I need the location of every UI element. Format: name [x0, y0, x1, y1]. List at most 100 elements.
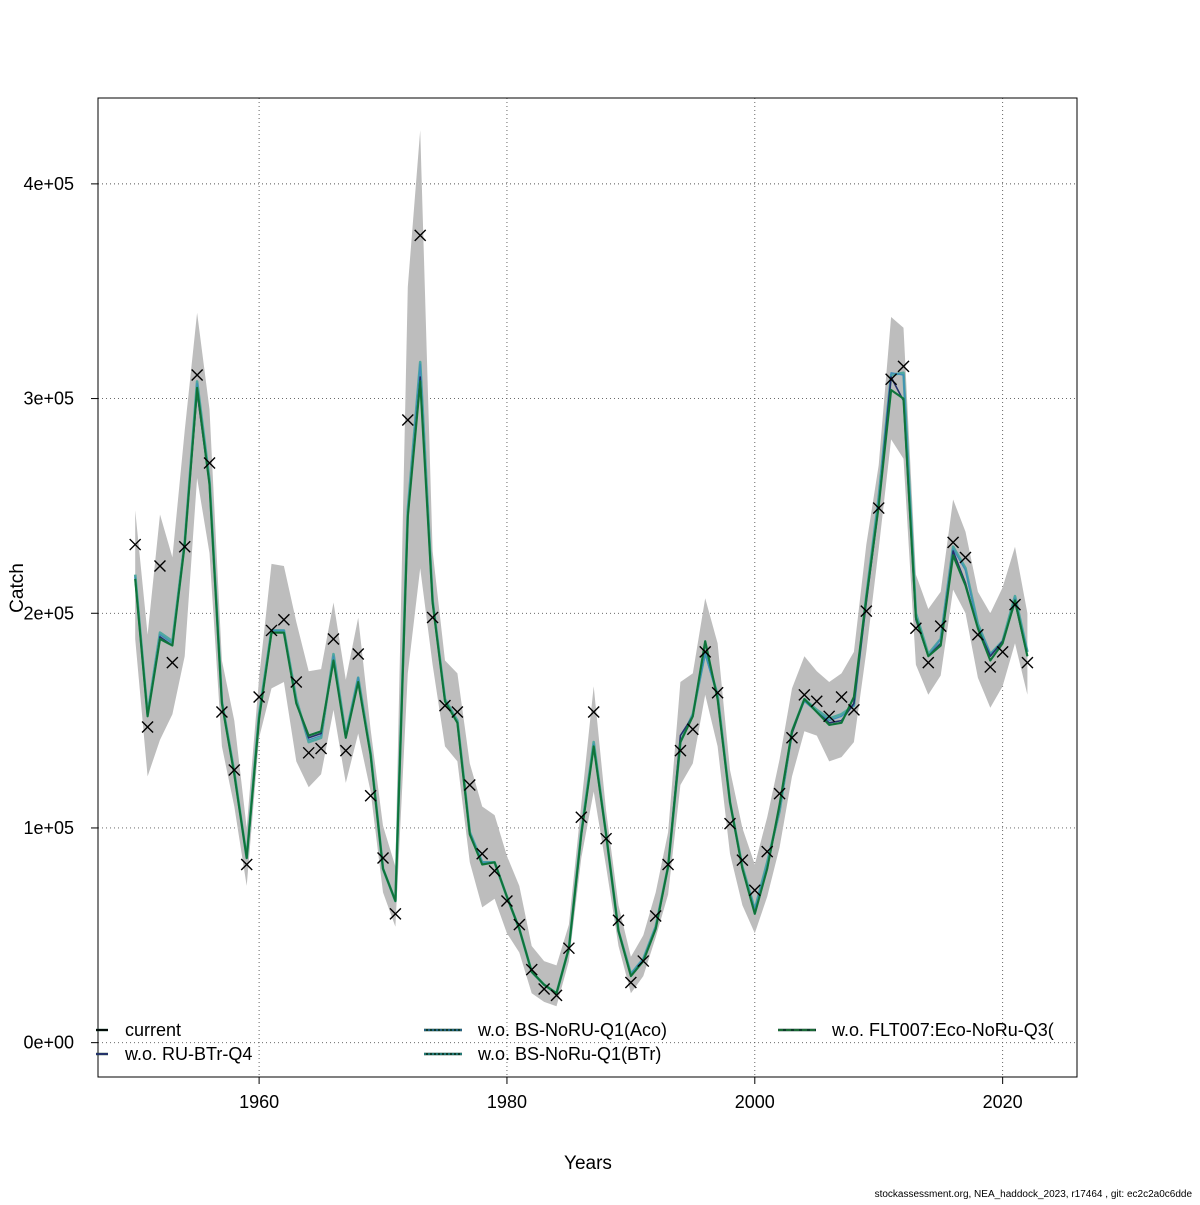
- observed-point: [141, 721, 154, 734]
- observed-point: [761, 845, 774, 858]
- observed-point: [587, 706, 600, 719]
- observed-point: [451, 706, 464, 719]
- observed-point: [897, 360, 910, 373]
- observed-point: [240, 858, 253, 871]
- observed-point: [674, 744, 687, 757]
- x-tick-label: 1960: [239, 1092, 279, 1112]
- observed-point: [1009, 598, 1022, 611]
- observed-point: [909, 622, 922, 635]
- observed-point: [191, 368, 204, 381]
- x-tick-label: 1980: [487, 1092, 527, 1112]
- legend-item-0: current: [96, 1020, 181, 1040]
- observed-point: [996, 645, 1009, 658]
- y-axis-title: Catch: [7, 563, 28, 613]
- legend-item-4: w.o. FLT007:Eco-NoRu-Q3(: [778, 1020, 1054, 1040]
- legend-label: w.o. RU-BTr-Q4: [124, 1044, 252, 1064]
- y-axis: 0e+00 1e+05 2e+05 3e+05 4e+05: [23, 174, 98, 1053]
- observed-point: [798, 688, 811, 701]
- observed-point: [315, 742, 328, 755]
- observed-point: [352, 648, 365, 661]
- observed-point: [277, 613, 290, 626]
- observed-point: [302, 746, 315, 759]
- observed-point: [476, 847, 489, 860]
- observed-point: [203, 456, 216, 469]
- series-line-4: [134, 380, 1029, 995]
- observed-point: [438, 699, 451, 712]
- observed-point: [228, 763, 241, 776]
- y-tick-label: 2e+05: [23, 603, 74, 623]
- observations-layer: [129, 229, 1034, 1002]
- observed-point: [624, 976, 637, 989]
- legend-label: w.o. BS-NoRU-Q1(Aco): [477, 1020, 667, 1040]
- observed-point: [649, 909, 662, 922]
- observed-point: [785, 731, 798, 744]
- observed-point: [129, 538, 142, 551]
- x-axis: 1960 1980 2000 2020: [239, 1077, 1023, 1112]
- observed-point: [463, 779, 476, 792]
- y-tick-label: 1e+05: [23, 818, 74, 838]
- legend-label: w.o. BS-NoRu-Q1(BTr): [477, 1044, 661, 1064]
- observed-point: [389, 907, 402, 920]
- observed-point: [153, 560, 166, 573]
- plot-frame: [97, 97, 1078, 1078]
- observed-point: [364, 789, 377, 802]
- observed-point: [711, 686, 724, 699]
- observed-point: [575, 811, 588, 824]
- x-tick-label: 2000: [735, 1092, 775, 1112]
- observed-point: [885, 373, 898, 386]
- observed-point: [327, 633, 340, 646]
- observed-point: [947, 536, 960, 549]
- observed-point: [562, 942, 575, 955]
- footer-credit: stockassessment.org, NEA_haddock_2023, r…: [875, 1189, 1193, 1200]
- observed-point: [984, 660, 997, 673]
- observed-point: [612, 914, 625, 927]
- series-layer: [133, 360, 1029, 995]
- observed-point: [922, 656, 935, 669]
- confidence-band: [135, 130, 1028, 1007]
- observed-point: [823, 710, 836, 723]
- observed-point: [538, 982, 551, 995]
- observed-point: [686, 723, 699, 736]
- observed-point: [934, 620, 947, 633]
- confidence-band-layer: [135, 130, 1028, 1007]
- observed-point: [959, 551, 972, 564]
- observed-point: [637, 955, 650, 968]
- observed-point: [414, 229, 427, 242]
- legend-item-3: w.o. BS-NoRu-Q1(BTr): [424, 1044, 661, 1064]
- observed-point: [426, 611, 439, 624]
- observed-point: [290, 675, 303, 688]
- observed-point: [513, 918, 526, 931]
- legend-label: w.o. FLT007:Eco-NoRu-Q3(: [831, 1020, 1054, 1040]
- observed-point: [377, 852, 390, 865]
- observed-point: [166, 656, 179, 669]
- observed-point: [699, 645, 712, 658]
- observed-point: [488, 864, 501, 877]
- observed-point: [872, 502, 885, 515]
- observed-point: [600, 832, 613, 845]
- observed-point: [724, 817, 737, 830]
- grid-layer: [98, 98, 1077, 1077]
- observed-point: [253, 690, 266, 703]
- observed-point: [835, 690, 848, 703]
- observed-point: [401, 414, 414, 427]
- observed-point: [339, 744, 352, 757]
- observed-point: [971, 628, 984, 641]
- x-axis-title: Years: [564, 1153, 612, 1174]
- observed-point: [847, 703, 860, 716]
- observed-point: [500, 894, 513, 907]
- legend-item-2: w.o. BS-NoRU-Q1(Aco): [424, 1020, 667, 1040]
- observed-point: [1021, 656, 1034, 669]
- observed-point: [860, 605, 873, 618]
- observed-point: [215, 706, 228, 719]
- legend-item-1: w.o. RU-BTr-Q4: [96, 1044, 252, 1064]
- observed-point: [550, 989, 563, 1002]
- y-tick-label: 3e+05: [23, 389, 74, 409]
- observed-point: [736, 854, 749, 867]
- observed-point: [178, 540, 191, 553]
- legend-label: current: [125, 1020, 181, 1040]
- observed-point: [810, 695, 823, 708]
- y-tick-label: 4e+05: [23, 174, 74, 194]
- observed-point: [773, 787, 786, 800]
